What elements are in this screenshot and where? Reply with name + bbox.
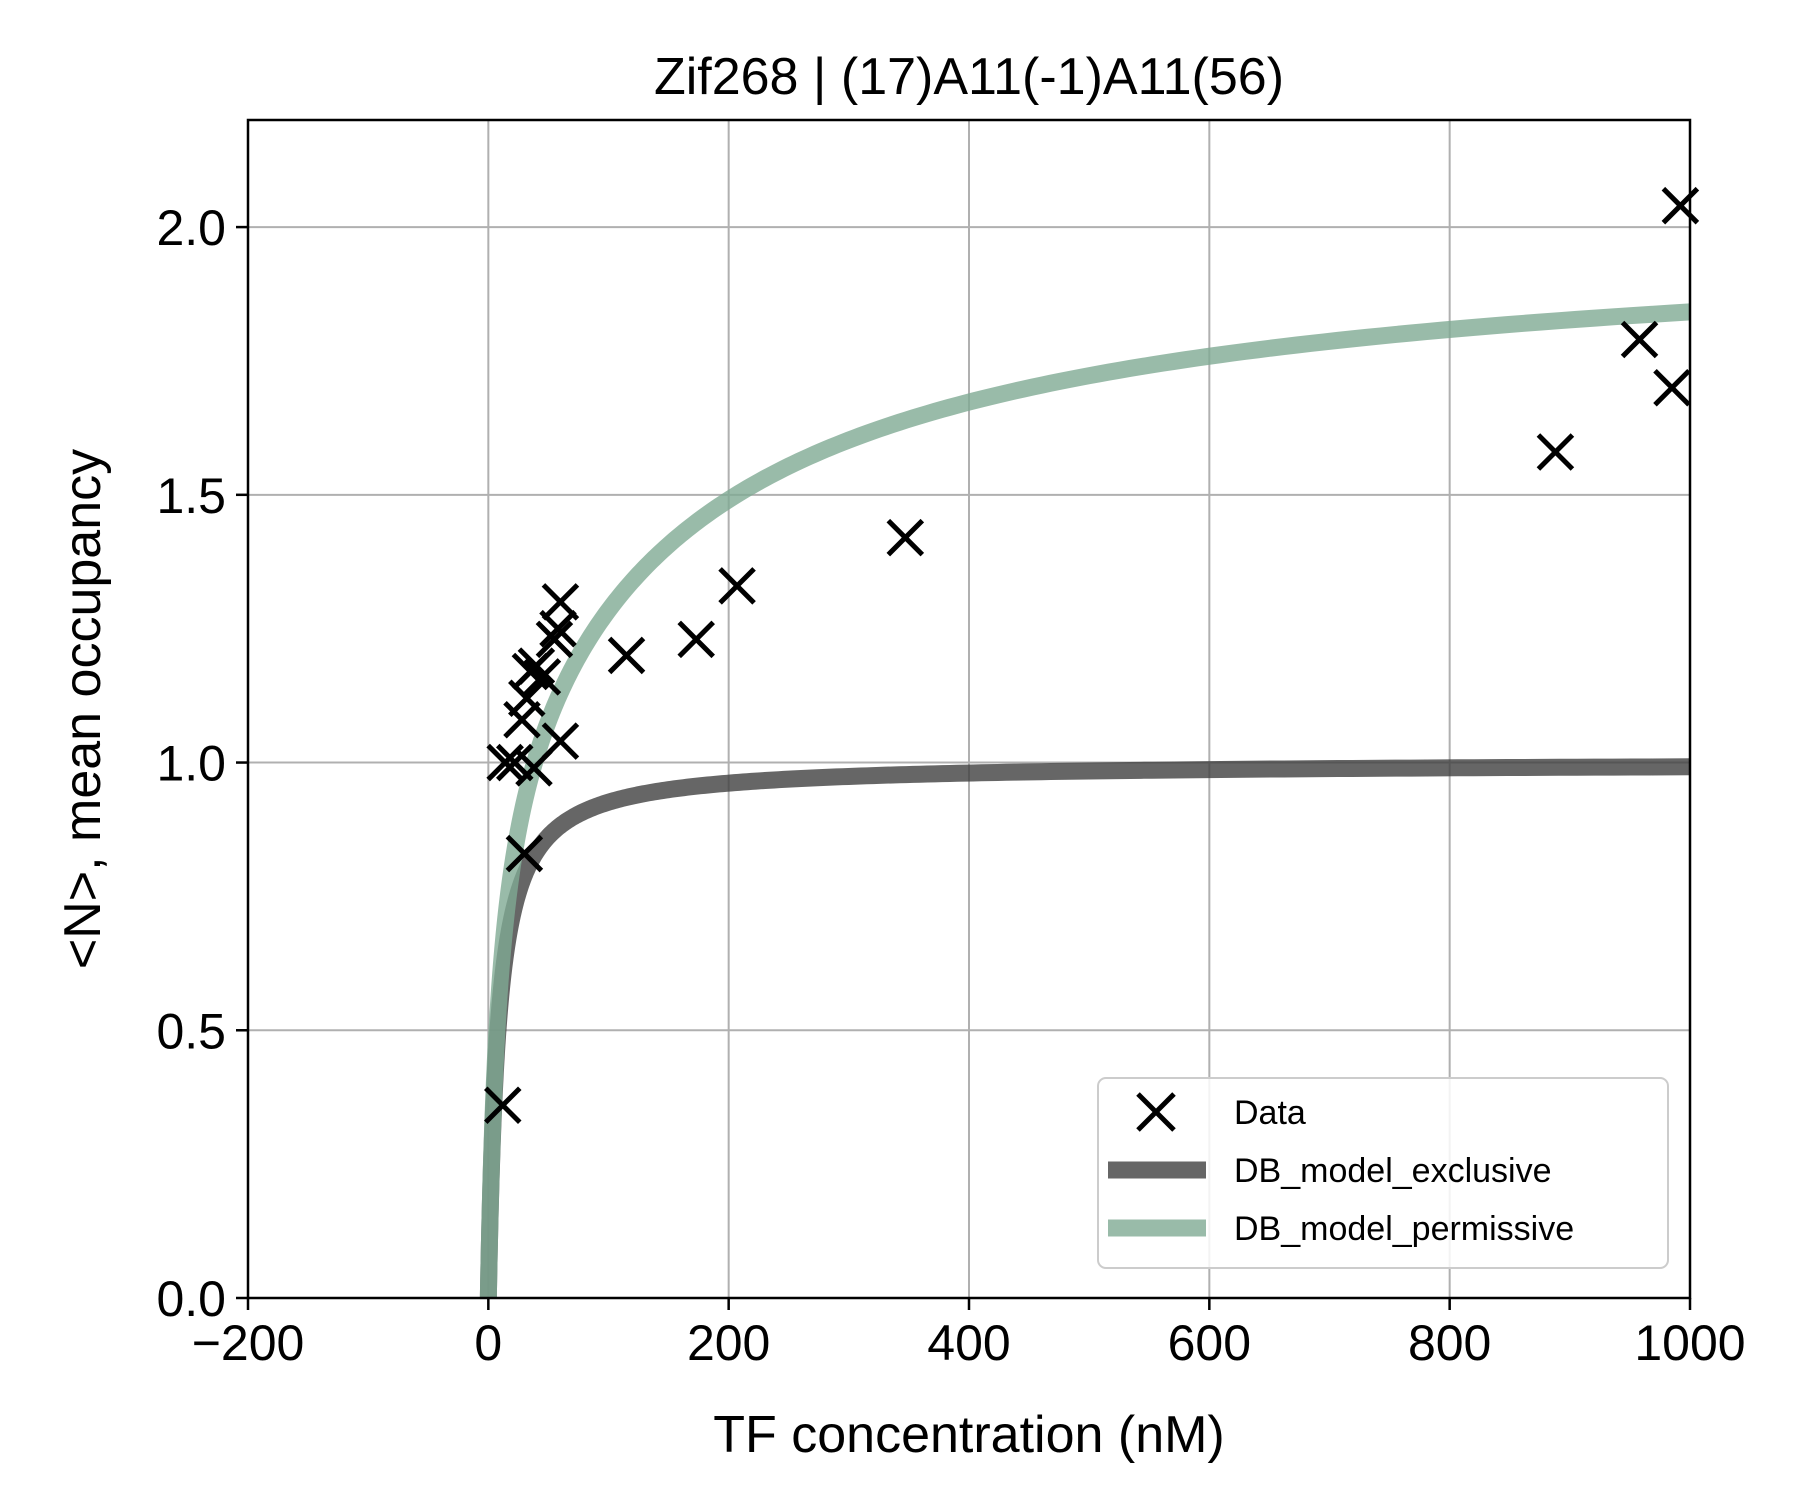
series-line-DB_model_permissive (479, 303, 1691, 1304)
y-tick-label: 2.0 (156, 200, 226, 256)
data-point (718, 567, 756, 605)
y-tick-label: 1.0 (156, 736, 226, 792)
grid (248, 120, 1690, 1298)
data-point (535, 620, 574, 659)
data-point (1653, 368, 1691, 407)
data-point (483, 1086, 522, 1125)
data-point (505, 834, 544, 873)
data-point (523, 658, 562, 696)
y-tick-label: 0.5 (156, 1003, 226, 1059)
y-axis-label: <N>, mean occupancy (54, 449, 112, 969)
chart-title: Zif268 | (17)A11(-1)A11(56) (654, 48, 1284, 106)
legend-box (1097, 1077, 1669, 1269)
data-point (486, 743, 524, 782)
legend-entry: DB_model_permissive (1108, 1210, 1574, 1248)
legend-label: DB_model_exclusive (1234, 1152, 1552, 1190)
x-tick-label: −200 (192, 1315, 305, 1371)
x-tick-label: 0 (474, 1315, 502, 1371)
x-tick-label: 200 (687, 1315, 770, 1371)
legend-entry: Data (1136, 1092, 1306, 1132)
legend: Data DB_model_exclusive DB_model_permissiv… (1097, 1077, 1669, 1269)
data-point (1661, 186, 1700, 225)
data-point (1536, 433, 1575, 471)
data-point (503, 700, 541, 739)
y-tick-label: 1.5 (156, 468, 226, 524)
plot-series (479, 186, 1700, 1304)
data-point (541, 583, 580, 621)
axis-ticks: −200 0 200 400 600 800 1000 0.0 0.5 1.0 1.5 2.0 (156, 200, 1745, 1371)
data-point (677, 620, 715, 659)
x-tick-label: 800 (1408, 1315, 1491, 1371)
x-tick-label: 600 (1168, 1315, 1251, 1371)
legend-label: DB_model_permissive (1234, 1210, 1574, 1248)
legend-entry: DB_model_exclusive (1108, 1152, 1552, 1190)
y-tick-label: 0.0 (156, 1271, 226, 1327)
legend-label: Data (1234, 1094, 1306, 1132)
data-point (607, 636, 646, 675)
x-tick-label: 400 (927, 1315, 1010, 1371)
data-point (517, 647, 556, 685)
data-point (886, 518, 925, 557)
x-tick-label: 1000 (1634, 1315, 1745, 1371)
data-point (1620, 320, 1659, 359)
legend-marker (1136, 1092, 1176, 1132)
x-axis-label: TF concentration (nM) (713, 1406, 1225, 1464)
data-point (541, 722, 580, 760)
